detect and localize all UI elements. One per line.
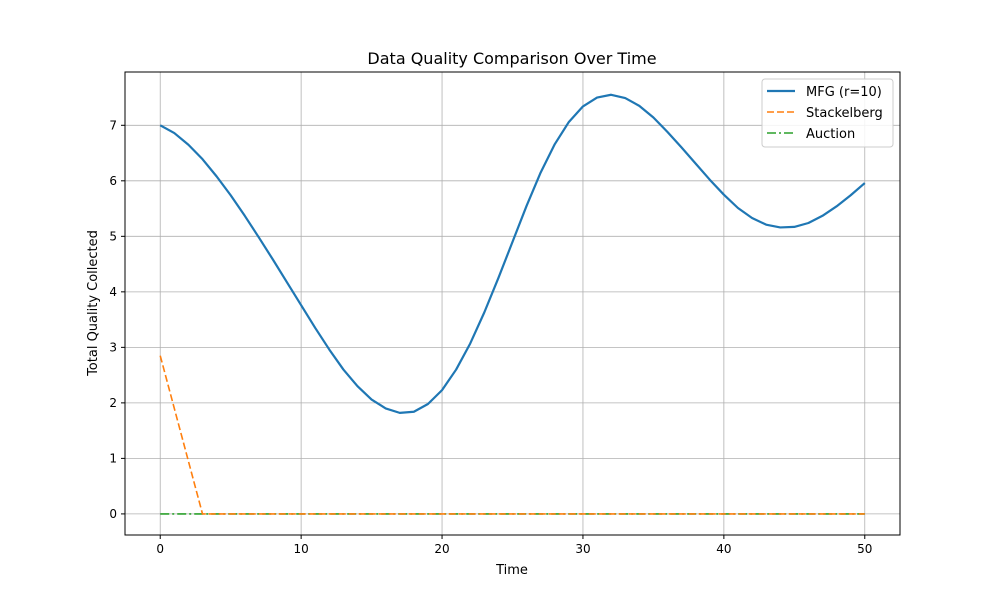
- y-tick-label: 6: [109, 174, 117, 188]
- legend-box: [761, 78, 894, 148]
- x-axis-label: Time: [495, 563, 528, 578]
- grid: [125, 72, 900, 535]
- plot-area-frame: [124, 71, 901, 536]
- legend-label: Auction: [806, 127, 855, 142]
- y-axis-label: Total Quality Collected: [86, 230, 101, 377]
- legend-label: MFG (r=10): [806, 85, 882, 100]
- legend-label: Stackelberg: [806, 106, 883, 121]
- chart-title: Data Quality Comparison Over Time: [367, 49, 656, 68]
- x-tick-label: 20: [434, 542, 449, 556]
- x-tick-label: 10: [293, 542, 308, 556]
- x-tick-label: 50: [857, 542, 872, 556]
- y-tick-label: 0: [109, 507, 117, 521]
- series-line-1: [159, 93, 866, 414]
- y-tick-label: 5: [109, 229, 117, 243]
- y-tick-label: 2: [109, 396, 117, 410]
- series-lines: [159, 93, 866, 515]
- y-tick-label: 1: [109, 451, 117, 465]
- x-tick-label: 40: [716, 542, 731, 556]
- y-tick-label: 3: [109, 340, 117, 354]
- y-tick-label: 7: [109, 118, 117, 132]
- axis-ticks: 0 10 20 30 40 50 0 1 2 3 4 5 6 7: [109, 118, 872, 556]
- x-tick-label: 30: [575, 542, 590, 556]
- y-tick-label: 4: [109, 285, 117, 299]
- legend: MFG (r=10) Stackelberg Auction: [761, 78, 894, 148]
- series-line-2: [159, 355, 865, 515]
- x-tick-label: 0: [156, 542, 164, 556]
